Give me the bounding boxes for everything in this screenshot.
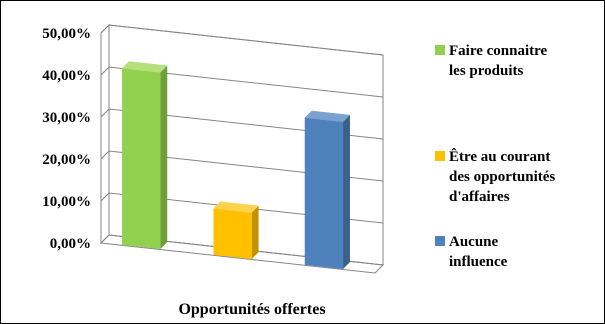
- y-tick-label: 10,00%: [42, 194, 91, 210]
- gridline: [100, 234, 384, 266]
- bar: [304, 117, 344, 270]
- gridline: [100, 192, 384, 224]
- y-tick-label: 20,00%: [42, 152, 91, 168]
- y-tick-label: 30,00%: [42, 110, 91, 126]
- side-wall: [100, 23, 110, 245]
- gridline: [100, 24, 384, 56]
- x-axis-title: Opportunités offertes: [178, 301, 325, 318]
- bar-side: [251, 205, 259, 260]
- legend-label: Être au courant: [449, 148, 550, 165]
- bar-side: [160, 65, 168, 250]
- y-tick-label: 0,00%: [50, 236, 91, 252]
- bar-top: [213, 201, 259, 213]
- bar: [213, 208, 252, 260]
- y-tick-label: 40,00%: [42, 68, 91, 84]
- legend-label: influence: [449, 254, 508, 270]
- bar-top: [304, 110, 351, 123]
- legend-label: les produits: [449, 63, 523, 79]
- y-tick-label: 50,00%: [42, 26, 91, 42]
- gridline: [100, 66, 384, 98]
- legend-swatch: [435, 236, 445, 246]
- legend-label: d'affaires: [449, 189, 510, 205]
- legend-label: des opportunités: [449, 169, 555, 185]
- gridline: [100, 108, 384, 140]
- legend-swatch: [435, 45, 445, 55]
- bar: [122, 67, 161, 250]
- legend-label: Faire connaitre: [449, 43, 548, 59]
- gridline: [100, 150, 384, 182]
- bar-top: [121, 61, 168, 73]
- legend-swatch: [435, 151, 445, 161]
- bar-side: [342, 114, 350, 270]
- legend-label: Aucune: [449, 234, 499, 250]
